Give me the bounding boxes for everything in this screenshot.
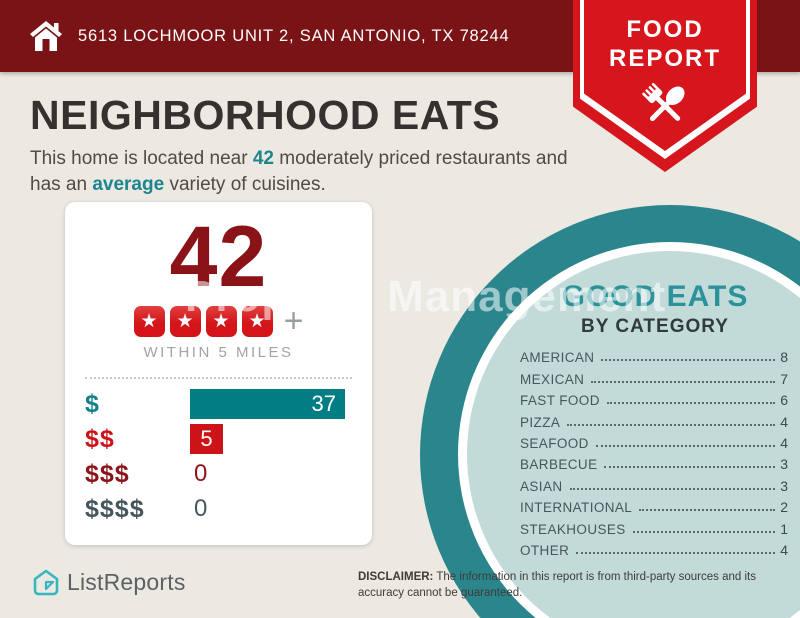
category-row: AMERICAN 8 bbox=[520, 344, 788, 365]
category-row: OTHER 4 bbox=[520, 537, 788, 558]
dotted-leader bbox=[639, 509, 776, 512]
page-subtitle: This home is located near 42 moderately … bbox=[30, 146, 575, 198]
price-row-3: $$$ 0 bbox=[85, 457, 372, 491]
badge-title-line1: FOOD bbox=[626, 16, 704, 43]
category-label: MEXICAN bbox=[520, 371, 585, 387]
star-icon: ★ bbox=[133, 305, 165, 337]
dotted-leader bbox=[567, 423, 776, 426]
star-glyph: ★ bbox=[140, 310, 158, 332]
listreports-house-icon bbox=[33, 569, 59, 596]
dotted-leader bbox=[569, 487, 776, 490]
plus-icon: + bbox=[283, 302, 304, 340]
dotted-leader bbox=[604, 466, 776, 469]
category-value: 3 bbox=[780, 456, 788, 473]
category-value: 7 bbox=[780, 370, 788, 387]
bar-value-4: 0 bbox=[194, 495, 208, 522]
dotted-leader bbox=[576, 551, 776, 554]
category-label: STEAKHOUSES bbox=[520, 521, 626, 537]
good-eats-subtitle: BY CATEGORY bbox=[581, 316, 729, 337]
category-row: FAST FOOD 6 bbox=[520, 387, 788, 408]
badge-title-line2: REPORT bbox=[608, 45, 721, 72]
category-value: 4 bbox=[780, 541, 788, 558]
category-label: SEAFOOD bbox=[520, 435, 589, 451]
subtitle-seg2: moderately priced restaurants and bbox=[273, 148, 568, 169]
subtitle-seg3: has an bbox=[30, 174, 93, 196]
category-row: ASIAN 3 bbox=[520, 472, 788, 494]
dotted-leader bbox=[606, 402, 776, 405]
dotted-leader bbox=[601, 359, 776, 362]
star-rating: ★ ★ ★ ★ + bbox=[65, 304, 372, 338]
category-label: AMERICAN bbox=[520, 350, 595, 366]
disclaimer: DISCLAIMER: The information in this repo… bbox=[358, 570, 778, 601]
category-value: 1 bbox=[780, 520, 788, 537]
category-row: MEXICAN 7 bbox=[520, 365, 788, 387]
category-label: OTHER bbox=[520, 542, 570, 558]
category-label: PIZZA bbox=[520, 414, 561, 430]
category-value: 2 bbox=[780, 499, 788, 516]
category-label: BARBECUE bbox=[520, 457, 598, 473]
star-glyph: ★ bbox=[248, 310, 266, 332]
category-value: 6 bbox=[780, 392, 788, 409]
category-list: AMERICAN 8 MEXICAN 7 FAST FOOD 6 PIZZA 4 SEA… bbox=[520, 344, 788, 558]
brand-name: ListReports bbox=[67, 569, 186, 595]
star-glyph: ★ bbox=[212, 310, 230, 332]
star-glyph: ★ bbox=[176, 310, 194, 332]
disclaimer-label: DISCLAIMER: bbox=[358, 571, 434, 583]
category-row: SEAFOOD 4 bbox=[520, 430, 788, 451]
price-row-2: $$ 5 bbox=[85, 422, 372, 456]
ribbon-inner: FOOD REPORT bbox=[584, 0, 746, 151]
restaurant-count: 42 bbox=[169, 209, 268, 305]
category-value: 8 bbox=[780, 349, 788, 366]
crossed-spoon-fork-icon bbox=[642, 82, 685, 122]
within-miles-label: WITHIN 5 MILES bbox=[143, 344, 294, 361]
dotted-leader bbox=[591, 380, 776, 383]
price-row-1: $ 37 bbox=[85, 387, 372, 421]
dotted-divider bbox=[85, 377, 352, 379]
house-icon bbox=[30, 21, 62, 51]
subtitle-seg4: variety of cuisines. bbox=[164, 174, 326, 196]
bar-value-2: 5 bbox=[200, 426, 213, 451]
category-row: INTERNATIONAL 2 bbox=[520, 494, 788, 515]
dotted-leader bbox=[595, 444, 776, 447]
price-label-1: $ bbox=[85, 389, 100, 418]
subtitle-seg1: This home is located near bbox=[30, 148, 253, 169]
restaurant-stats-card: 42 ★ ★ ★ ★ + WITHIN 5 MILES $ 37 $$ 5 $$… bbox=[65, 202, 372, 545]
star-icon: ★ bbox=[241, 305, 273, 337]
category-label: INTERNATIONAL bbox=[520, 500, 633, 516]
property-address: 5613 LOCHMOOR UNIT 2, SAN ANTONIO, TX 78… bbox=[78, 26, 510, 45]
subtitle-highlight: average bbox=[92, 174, 165, 196]
category-label: FAST FOOD bbox=[520, 393, 600, 409]
good-eats-title: GOOD EATS bbox=[561, 280, 749, 313]
price-label-3: $$$ bbox=[85, 459, 130, 488]
food-report-ribbon: FOOD REPORT bbox=[573, 0, 757, 172]
price-row-4: $$$$ 0 bbox=[85, 492, 372, 526]
price-label-4: $$$$ bbox=[85, 494, 145, 523]
dotted-leader bbox=[632, 530, 776, 533]
category-row: STEAKHOUSES 1 bbox=[520, 515, 788, 537]
category-label: ASIAN bbox=[520, 478, 563, 494]
price-level-bar-chart: $ 37 $$ 5 $$$ 0 $$$$ 0 bbox=[85, 387, 372, 526]
category-row: PIZZA 4 bbox=[520, 408, 788, 430]
good-eats-heading: GOOD EATS BY CATEGORY bbox=[490, 280, 800, 338]
bar-value-1: 37 bbox=[311, 391, 336, 416]
bar-value-3: 0 bbox=[194, 460, 208, 487]
category-value: 4 bbox=[780, 434, 788, 451]
disclaimer-text: The information in this report is from t… bbox=[358, 571, 756, 599]
listreports-logo: ListReports bbox=[33, 569, 186, 596]
price-label-2: $$ bbox=[85, 424, 115, 453]
page-title: NEIGHBORHOOD EATS bbox=[30, 92, 501, 138]
star-icon: ★ bbox=[169, 305, 201, 337]
star-icon: ★ bbox=[205, 305, 237, 337]
bar-dollar: 37 bbox=[190, 389, 345, 419]
category-row: BARBECUE 3 bbox=[520, 451, 788, 472]
category-value: 3 bbox=[780, 477, 788, 494]
category-value: 4 bbox=[780, 413, 788, 430]
bar-dollar-dollar: 5 bbox=[190, 424, 223, 454]
subtitle-count: 42 bbox=[252, 148, 274, 169]
